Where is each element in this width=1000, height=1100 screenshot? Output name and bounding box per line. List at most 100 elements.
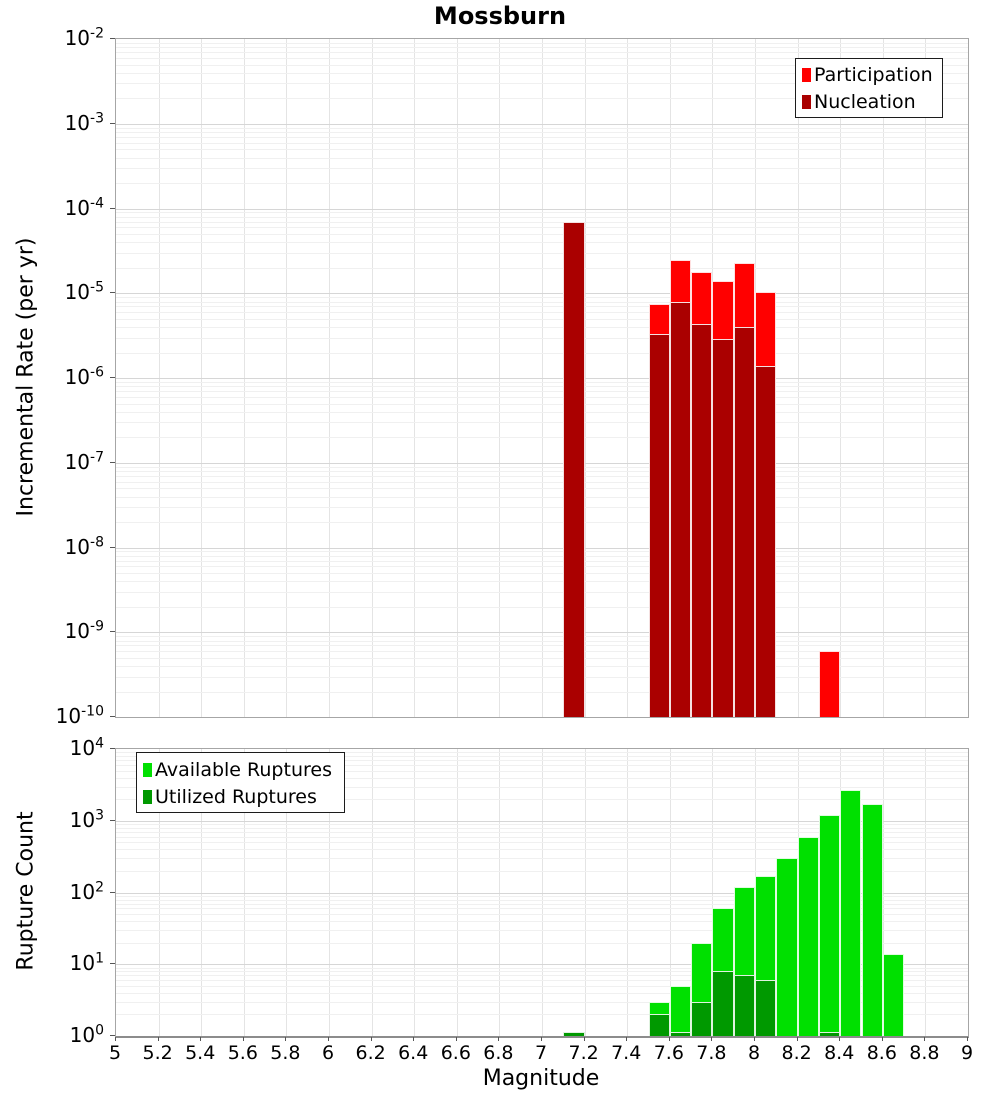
minor-gridline [116, 149, 968, 151]
nucleation-bar [669, 301, 692, 717]
nucleation-bar [563, 221, 585, 717]
y-tick-label: 103 [69, 807, 104, 832]
incremental-rate-plot [115, 38, 969, 718]
x-tick-label: 6 [321, 1042, 335, 1064]
available-ruptures-bar [797, 836, 819, 1036]
minor-gridline [116, 42, 968, 44]
x-tick-mark [924, 1037, 926, 1041]
minor-gridline [116, 799, 968, 801]
minor-gridline [116, 777, 968, 779]
minor-gridline [116, 975, 968, 977]
nucleation-bar [712, 338, 734, 717]
minor-gridline [116, 980, 968, 982]
x-tick-mark [370, 1037, 372, 1041]
minor-gridline [116, 606, 968, 608]
minor-gridline [116, 770, 968, 772]
minor-gridline [116, 786, 968, 788]
x-tick-mark [839, 1037, 841, 1041]
minor-gridline [116, 824, 968, 825]
x-tick-label: 8.4 [824, 1042, 855, 1064]
minor-gridline [116, 551, 968, 553]
minor-gridline [116, 391, 968, 393]
x-axis-title-magnitude: Magnitude [482, 1066, 600, 1091]
minor-gridline [116, 216, 968, 218]
legend-item-available-ruptures: Available Ruptures [143, 756, 338, 783]
minor-gridline [116, 591, 968, 593]
minor-gridline [116, 403, 968, 405]
major-gridline [116, 123, 968, 125]
nucleation-swatch-icon [802, 94, 811, 109]
x-tick-mark [881, 1037, 883, 1041]
minor-gridline [116, 764, 968, 766]
available-ruptures-swatch-icon [143, 762, 152, 777]
y-tick-label: 10-4 [64, 194, 104, 220]
y-tick-label: 10-2 [64, 25, 104, 50]
minor-gridline [116, 942, 968, 944]
x-tick-mark [583, 1037, 585, 1041]
y-tick-label: 104 [69, 735, 104, 760]
y-tick-label: 102 [69, 878, 104, 904]
minor-gridline [116, 555, 968, 557]
minor-gridline [116, 636, 968, 638]
utilized-ruptures-swatch-icon [143, 789, 152, 804]
minor-gridline [116, 136, 968, 138]
minor-gridline [116, 252, 968, 254]
x-tick-label: 8 [747, 1042, 761, 1064]
x-tick-label: 7 [534, 1042, 548, 1064]
y-tick-mark [110, 819, 115, 821]
minor-gridline [116, 831, 968, 833]
x-tick-mark [711, 1037, 713, 1041]
minor-gridline [116, 57, 968, 59]
minor-gridline [116, 895, 968, 897]
minor-gridline [116, 127, 968, 129]
y-tick-mark [110, 122, 115, 124]
minor-gridline [116, 640, 968, 642]
major-gridline [116, 964, 968, 966]
y-tick-label: 10-7 [64, 449, 104, 474]
minor-gridline [116, 318, 968, 320]
y-tick-mark [110, 377, 115, 378]
x-tick-label: 7.6 [653, 1042, 684, 1064]
x-tick-mark [285, 1037, 287, 1041]
minor-gridline [116, 676, 968, 678]
x-tick-label: 6.6 [440, 1042, 471, 1064]
major-gridline [116, 293, 968, 295]
x-tick-label: 7.8 [696, 1042, 727, 1064]
major-gridline [116, 632, 968, 634]
major-gridline [116, 378, 968, 379]
major-gridline [116, 547, 968, 549]
minor-gridline [116, 471, 968, 472]
minor-gridline [116, 437, 968, 439]
minor-gridline [116, 921, 968, 923]
x-tick-label: 6.4 [398, 1042, 429, 1064]
y-tick-label: 10-9 [64, 618, 104, 644]
x-tick-mark [200, 1037, 202, 1041]
minor-gridline [116, 827, 968, 829]
minor-gridline [116, 1014, 968, 1016]
minor-gridline [116, 212, 968, 214]
y-tick-label: 10-10 [55, 703, 104, 728]
y-tick-mark [110, 963, 115, 965]
minor-gridline [116, 267, 968, 269]
utilized-ruptures-bar [669, 1032, 692, 1036]
x-tick-mark [668, 1037, 670, 1041]
minor-gridline [116, 411, 968, 413]
minor-gridline [116, 47, 968, 49]
x-tick-mark [413, 1037, 415, 1041]
y-tick-mark [110, 546, 115, 548]
utilized-ruptures-bar [712, 971, 734, 1036]
minor-gridline [116, 72, 968, 74]
minor-gridline [116, 157, 968, 159]
legend-item-nucleation: Nucleation [802, 89, 936, 116]
y-tick-mark [110, 38, 115, 39]
y-tick-label: 10-5 [64, 279, 104, 305]
x-tick-mark [498, 1037, 500, 1041]
minor-gridline [116, 908, 968, 910]
minor-gridline [116, 142, 968, 144]
legend-label-nucleation: Nucleation [814, 90, 916, 113]
y-tick-mark [110, 292, 115, 294]
y-tick-mark [110, 891, 115, 893]
minor-gridline [116, 381, 968, 383]
minor-gridline [116, 301, 968, 303]
minor-gridline [116, 581, 968, 583]
